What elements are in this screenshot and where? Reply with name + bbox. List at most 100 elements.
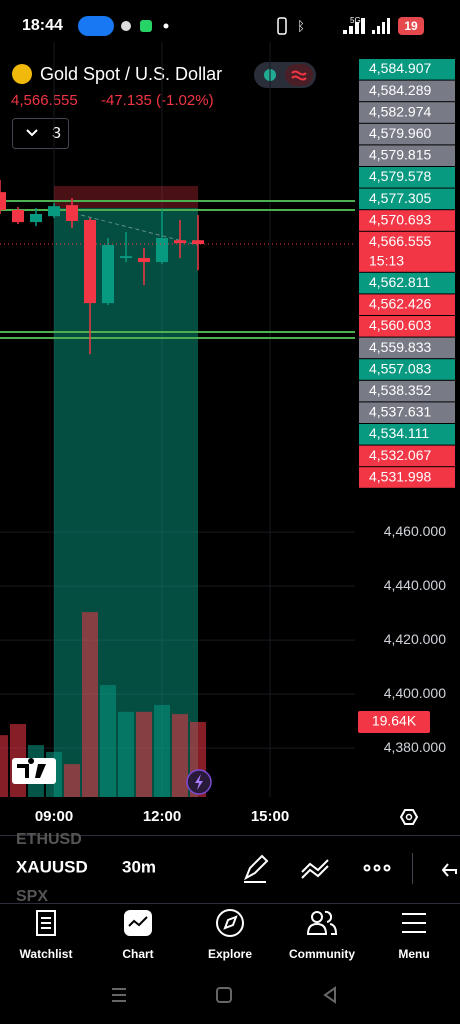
- chart-icon-line: [128, 916, 148, 927]
- price-label-bg: [359, 145, 455, 166]
- x-tick-label: 15:00: [251, 808, 289, 825]
- bluetooth-icon: ᛒ: [297, 18, 305, 33]
- candle-body: [174, 240, 186, 244]
- price-label-bg: [359, 80, 455, 102]
- y-tick-label: 4,460.000: [384, 523, 446, 539]
- price-label-bg: [359, 123, 455, 145]
- network-label: 5G: [350, 16, 361, 25]
- symbol-title[interactable]: Gold Spot / U.S. Dollar: [40, 64, 222, 84]
- y-tick-label: 4,420.000: [384, 631, 446, 647]
- price-label-bg: [359, 359, 455, 380]
- candle-body: [0, 192, 6, 210]
- y-tick-label: 4,380.000: [384, 739, 446, 755]
- y-tick-label: 4,440.000: [384, 577, 446, 593]
- y-tick-label: 4,400.000: [384, 685, 446, 701]
- x-tick-label: 12:00: [143, 808, 181, 825]
- price-label: 4,559.833: [369, 339, 431, 355]
- recents-button[interactable]: [112, 988, 126, 1002]
- battery-level: 19: [404, 19, 418, 33]
- candle-body: [66, 205, 78, 222]
- price-label-bg: [359, 59, 455, 80]
- price-label: 4,534.111: [369, 425, 429, 441]
- candle-body: [120, 256, 132, 259]
- whatsapp-icon: [140, 20, 152, 32]
- drawing-tools-icon[interactable]: [301, 859, 329, 879]
- bolt-icon: [195, 774, 203, 790]
- price-label: 4,562.811: [369, 274, 430, 290]
- volume-bar: [118, 711, 134, 797]
- volume-bar: [172, 714, 188, 797]
- community-icon[interactable]: [311, 911, 323, 923]
- candle-body: [138, 258, 150, 263]
- undo-icon[interactable]: [441, 863, 457, 877]
- countdown: 15:13: [369, 253, 404, 269]
- candle-body: [156, 238, 168, 263]
- delay-icon-bg: [285, 64, 313, 86]
- interval[interactable]: 30m: [122, 857, 156, 876]
- home-button[interactable]: [216, 987, 232, 1003]
- delay-icon: [291, 70, 307, 81]
- dot: [163, 23, 169, 29]
- price-label: 4,557.083: [369, 360, 431, 376]
- price-label: 4,532.067: [369, 447, 431, 463]
- gold-icon: [12, 64, 32, 84]
- price-label: 4,538.352: [369, 382, 431, 398]
- settings-icon[interactable]: [399, 809, 419, 825]
- menu-icon[interactable]: [402, 913, 426, 933]
- signal-icon: [343, 18, 365, 34]
- symbol[interactable]: XAUUSD: [16, 857, 88, 876]
- price-label-bg: [359, 167, 455, 188]
- price-label-bg: [359, 294, 455, 315]
- target-zone: [54, 208, 198, 797]
- price-label: 4,579.960: [369, 125, 431, 141]
- price-label: 4,577.305: [369, 190, 431, 206]
- price-label: 4,584.907: [369, 60, 431, 76]
- price-label-bg: [359, 102, 455, 123]
- candle-body: [192, 240, 204, 244]
- watchlist-icon[interactable]: [36, 910, 56, 936]
- volume-bar: [136, 711, 152, 797]
- plot-area: 4,460.000 4,440.000 4,420.000 4,400.000 4,38…: [0, 42, 455, 825]
- price-change: -47.135 (-1.02%): [101, 92, 214, 109]
- nav-label[interactable]: Community: [289, 947, 355, 961]
- symbol-below[interactable]: SPX: [16, 888, 48, 905]
- community-icon-body: [306, 910, 338, 935]
- price-label: 4,560.603: [369, 317, 431, 333]
- stop-zone: [54, 186, 198, 208]
- price-label-bg: [359, 272, 455, 294]
- nav-label[interactable]: Chart: [122, 947, 153, 961]
- volume-bar: [64, 764, 80, 797]
- volume-bar: [82, 612, 98, 797]
- nav-label[interactable]: Explore: [208, 947, 252, 961]
- x-tick-label: 09:00: [35, 808, 73, 825]
- back-button[interactable]: [323, 986, 336, 1004]
- price-label-bg: [359, 210, 455, 231]
- vibrate-icon: [277, 17, 287, 35]
- price-label: 4,584.289: [369, 82, 431, 98]
- price-label-bg: [359, 188, 455, 210]
- more-icon[interactable]: [363, 864, 391, 872]
- settings-dot: [405, 813, 413, 821]
- symbol-above[interactable]: ETHUSD: [16, 831, 82, 848]
- price-label: 4,579.578: [369, 168, 431, 184]
- price-label-bg: [359, 467, 455, 488]
- explore-icon[interactable]: [216, 909, 244, 937]
- status-time: 18:44: [22, 17, 63, 34]
- price-label-bg: [359, 424, 455, 445]
- candle-body: [48, 206, 60, 217]
- price-label-bg: [359, 380, 455, 402]
- indicator-count: 3: [52, 125, 61, 142]
- nav-label[interactable]: Watchlist: [20, 947, 73, 961]
- draw-icon[interactable]: [244, 854, 269, 883]
- price-label: 4,570.693: [369, 211, 431, 227]
- price-label-bg: [359, 445, 455, 467]
- notification-icon: [121, 21, 131, 31]
- volume-bar: [100, 685, 116, 797]
- candle-body: [102, 245, 114, 304]
- nav-label[interactable]: Menu: [398, 947, 429, 961]
- volume-bar: [0, 735, 8, 797]
- signal-icon-2: [372, 18, 390, 34]
- price-label: 4,531.998: [369, 468, 431, 484]
- price-label: 4,537.631: [369, 404, 431, 420]
